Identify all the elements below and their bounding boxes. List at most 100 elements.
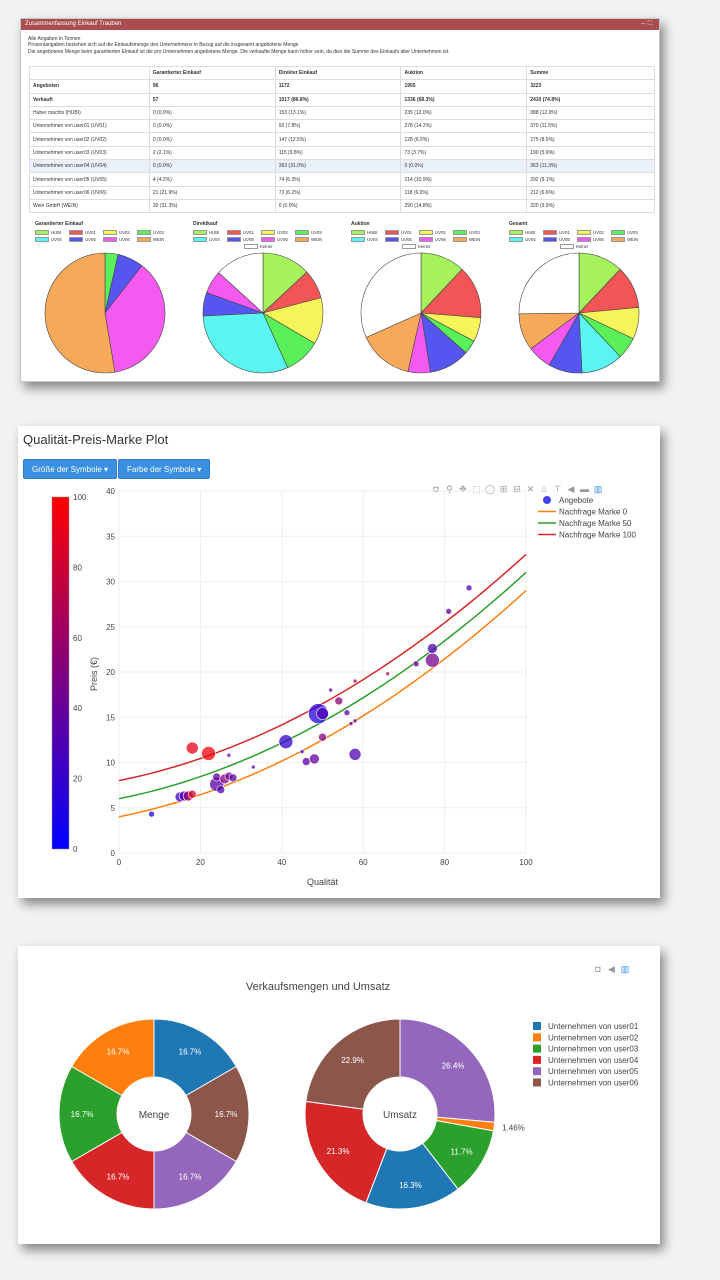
offer-point[interactable] xyxy=(328,687,333,693)
autoscale-icon[interactable]: ✕ xyxy=(527,484,535,494)
legend-item[interactable]: UV06 xyxy=(419,237,446,242)
legend-item[interactable]: WEIN xyxy=(137,237,164,242)
offer-point[interactable] xyxy=(352,718,358,724)
offer-point[interactable] xyxy=(334,696,344,706)
donut-slice[interactable] xyxy=(71,1018,155,1097)
offer-point[interactable] xyxy=(412,660,420,668)
legend-item[interactable]: UV03 xyxy=(611,230,638,235)
plotly-logo-icon[interactable]: ▥ xyxy=(621,964,630,974)
pie-slice[interactable] xyxy=(218,252,264,314)
camera-icon[interactable]: ◘ xyxy=(433,484,439,494)
offer-point[interactable] xyxy=(148,810,155,818)
lasso-icon[interactable]: ◯ xyxy=(485,484,495,495)
pie-slice[interactable] xyxy=(420,268,482,318)
hover-closest-icon[interactable]: ◀ xyxy=(568,484,575,494)
legend-item[interactable]: WEIN xyxy=(453,237,480,242)
legend-label[interactable]: Unternehmen von user06 xyxy=(548,1079,639,1088)
zoom-in-icon[interactable]: ⊞ xyxy=(500,484,508,494)
offer-point[interactable] xyxy=(318,732,327,742)
legend-item[interactable]: UV03 xyxy=(295,230,322,235)
offer-point[interactable] xyxy=(309,753,320,765)
legend-item[interactable]: UV06 xyxy=(261,237,288,242)
hover-compare-icon[interactable]: ▬ xyxy=(580,484,589,494)
edit-icon[interactable]: ◀ xyxy=(608,964,615,974)
offer-point[interactable] xyxy=(228,773,238,783)
symbol-color-dropdown[interactable]: Farbe der Symbole ▾ xyxy=(118,459,211,479)
legend-item[interactable]: UV04 xyxy=(193,237,220,242)
legend-item[interactable]: UV01 xyxy=(385,230,412,235)
camera-icon[interactable]: ◘ xyxy=(595,964,601,974)
offer-point[interactable] xyxy=(299,749,305,754)
offer-point[interactable] xyxy=(301,757,311,766)
minimize-icon[interactable]: – xyxy=(641,21,648,27)
offer-point[interactable] xyxy=(343,709,351,717)
offer-point[interactable] xyxy=(185,741,199,755)
donut-slice[interactable] xyxy=(304,1100,388,1204)
pie-slice[interactable] xyxy=(360,252,422,338)
donut-slice[interactable] xyxy=(153,1131,237,1210)
legend-item[interactable]: UV06 xyxy=(577,237,604,242)
symbol-size-dropdown[interactable]: Größe der Symbole ▾ xyxy=(23,459,118,479)
offer-point[interactable] xyxy=(465,584,473,592)
donut-slice[interactable] xyxy=(58,1065,123,1163)
legend-item[interactable]: UV02 xyxy=(261,230,288,235)
offer-point[interactable] xyxy=(212,772,221,782)
plotly-logo-icon[interactable]: ▥ xyxy=(594,484,603,494)
legend-label[interactable]: Unternehmen von user04 xyxy=(548,1056,639,1065)
offer-point[interactable] xyxy=(425,652,440,668)
pie-slice[interactable] xyxy=(365,312,422,372)
legend-label[interactable]: Unternehmen von user01 xyxy=(548,1022,639,1031)
legend-label[interactable]: Angebote xyxy=(559,496,594,505)
offer-point[interactable] xyxy=(187,789,197,799)
legend-item[interactable]: UV05 xyxy=(543,237,570,242)
legend-item[interactable]: UV04 xyxy=(351,237,378,242)
offer-point[interactable] xyxy=(251,764,256,770)
legend-item[interactable]: Keiner xyxy=(402,244,430,249)
legend-item[interactable]: UV02 xyxy=(419,230,446,235)
legend-item[interactable]: UV02 xyxy=(103,230,130,235)
legend-item[interactable]: UV03 xyxy=(453,230,480,235)
legend-item[interactable]: HUBI xyxy=(193,230,219,235)
pan-icon[interactable]: ✥ xyxy=(459,484,467,494)
offer-point[interactable] xyxy=(445,608,452,615)
pie-slice[interactable] xyxy=(518,252,580,315)
legend-item[interactable]: HUBI xyxy=(35,230,61,235)
legend-item[interactable]: Keiner xyxy=(244,244,272,249)
offer-point[interactable] xyxy=(201,746,216,761)
offer-point[interactable] xyxy=(427,643,438,654)
legend-label[interactable]: Unternehmen von user02 xyxy=(548,1033,639,1042)
legend-item[interactable]: HUBI xyxy=(351,230,377,235)
legend-item[interactable]: UV04 xyxy=(509,237,536,242)
expand-icon[interactable]: ⛶ xyxy=(647,21,655,27)
pie-slice[interactable] xyxy=(202,312,289,374)
legend-item[interactable]: UV04 xyxy=(35,237,62,242)
offer-point[interactable] xyxy=(226,752,232,758)
legend-label[interactable]: Unternehmen von user05 xyxy=(548,1067,639,1076)
legend-label[interactable]: Unternehmen von user03 xyxy=(548,1045,639,1054)
legend-item[interactable]: UV01 xyxy=(543,230,570,235)
donut-slice[interactable] xyxy=(71,1131,155,1210)
donut-slice[interactable] xyxy=(305,1018,401,1110)
legend-item[interactable]: Keiner xyxy=(560,244,588,249)
legend-item[interactable]: UV05 xyxy=(227,237,254,242)
offer-point[interactable] xyxy=(278,734,294,749)
donut-slice[interactable] xyxy=(399,1018,496,1123)
offer-point[interactable] xyxy=(352,678,358,684)
legend-item[interactable]: UV05 xyxy=(69,237,96,242)
legend-item[interactable]: HUBI xyxy=(509,230,535,235)
box-select-icon[interactable]: ⬚ xyxy=(472,484,481,494)
legend-item[interactable]: UV02 xyxy=(577,230,604,235)
offer-point[interactable] xyxy=(385,671,390,677)
legend-item[interactable]: UV01 xyxy=(69,230,96,235)
home-icon[interactable]: ⌂ xyxy=(541,484,546,494)
legend-item[interactable]: UV05 xyxy=(385,237,412,242)
donut-slice[interactable] xyxy=(185,1065,250,1163)
legend-item[interactable]: UV01 xyxy=(227,230,254,235)
legend-item[interactable]: UV06 xyxy=(103,237,130,242)
donut-slice[interactable] xyxy=(153,1018,237,1097)
zoom-icon[interactable]: ⚲ xyxy=(446,484,453,494)
pie-slice[interactable] xyxy=(44,252,116,374)
demand-curve[interactable] xyxy=(118,553,527,782)
offer-point[interactable] xyxy=(348,748,362,761)
legend-label[interactable]: Nachfrage Marke 100 xyxy=(559,531,636,540)
